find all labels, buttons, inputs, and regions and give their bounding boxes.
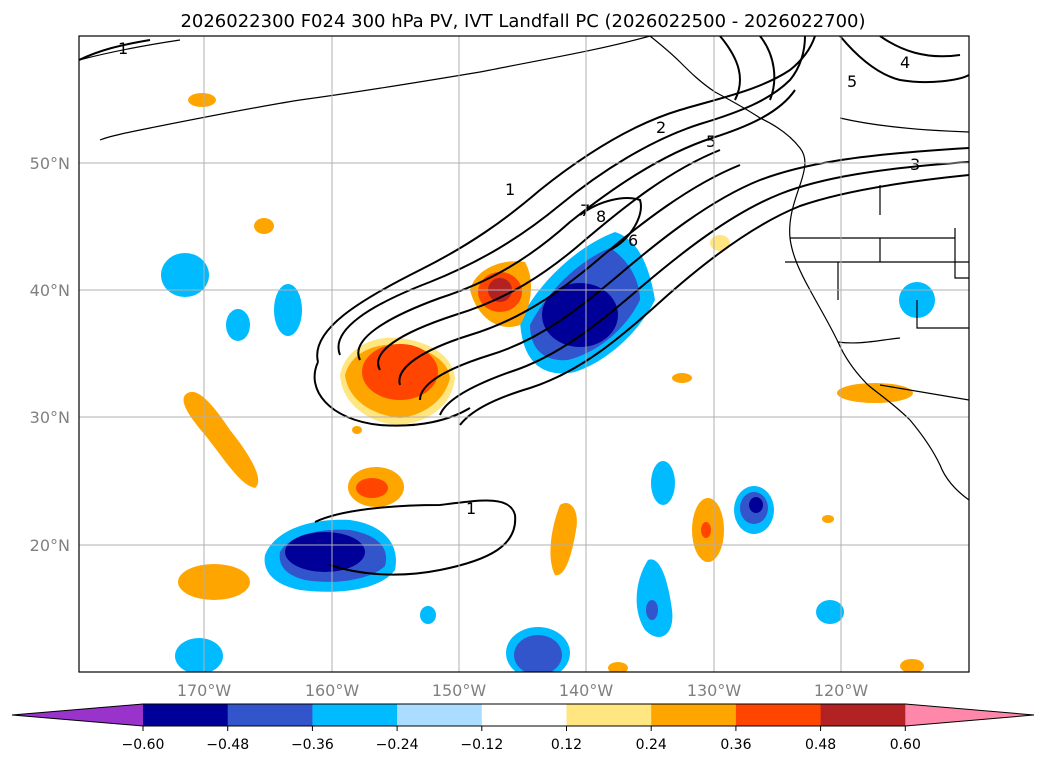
- contour-label: 1: [505, 180, 515, 199]
- contour-label: 4: [900, 53, 910, 72]
- lon-label: 130°W: [687, 681, 742, 700]
- lon-label: 150°W: [432, 681, 487, 700]
- latitude-labels: 50°N 40°N 30°N 20°N: [30, 154, 70, 555]
- colorbar-tick-label: −0.36: [291, 737, 334, 753]
- pv-contours: [79, 36, 969, 576]
- contour-label: 6: [628, 231, 638, 250]
- contour-label: 1: [118, 39, 128, 58]
- colorbar-tick-label: −0.48: [206, 737, 249, 753]
- pc-shading: [161, 93, 935, 672]
- colorbar: −0.60 −0.48 −0.36 −0.24 −0.12 0.12 0.24 0.36 0.4…: [11, 703, 1035, 753]
- longitude-labels: 170°W 160°W 150°W 140°W 130°W 120°W: [177, 681, 869, 700]
- map-frame: [78, 35, 970, 673]
- colorbar-extend-high: [905, 704, 1034, 726]
- lat-label: 20°N: [30, 536, 70, 555]
- colorbar-swatch: [566, 704, 652, 726]
- colorbar-swatch: [312, 704, 398, 726]
- contour-label: 3: [910, 155, 920, 174]
- lat-label: 50°N: [30, 154, 70, 173]
- contour-label: 7: [580, 201, 590, 220]
- colorbar-swatch: [397, 704, 483, 726]
- colorbar-tick-label: 0.60: [890, 737, 921, 753]
- colorbar-tick-label: 0.36: [720, 737, 751, 753]
- colorbar-tick-label: 0.12: [551, 737, 582, 753]
- lon-label: 170°W: [177, 681, 232, 700]
- colorbar-tick-label: −0.60: [122, 737, 165, 753]
- contour-labels: 1 1 2 5 7 8 6 5 4 3 1: [118, 39, 920, 518]
- colorbar-swatch: [481, 704, 567, 726]
- figure-title: 2026022300 F024 300 hPa PV, IVT Landfall…: [180, 11, 865, 32]
- contour-label: 1: [466, 499, 476, 518]
- lon-label: 140°W: [559, 681, 614, 700]
- colorbar-swatch: [820, 704, 906, 726]
- colorbar-swatch: [143, 704, 229, 726]
- gridlines: [79, 36, 969, 672]
- contour-label: 5: [847, 72, 857, 91]
- contour-label: 2: [656, 118, 666, 137]
- lat-label: 40°N: [30, 281, 70, 300]
- contour-label: 8: [596, 207, 606, 226]
- lon-label: 160°W: [305, 681, 360, 700]
- colorbar-swatch: [735, 704, 822, 726]
- colorbar-swatch: [651, 704, 737, 726]
- colorbar-tick-label: 0.24: [636, 737, 667, 753]
- colorbar-extend-low: [12, 704, 143, 726]
- map-area: 1 1 2 5 7 8 6 5 4 3 1: [79, 36, 969, 672]
- colorbar-tick-label: 0.48: [805, 737, 836, 753]
- colorbar-tick-label: −0.24: [376, 737, 419, 753]
- colorbar-tick-label: −0.12: [460, 737, 503, 753]
- contour-label: 5: [706, 132, 716, 151]
- colorbar-swatch: [227, 704, 313, 726]
- lon-label: 120°W: [814, 681, 869, 700]
- lat-label: 30°N: [30, 408, 70, 427]
